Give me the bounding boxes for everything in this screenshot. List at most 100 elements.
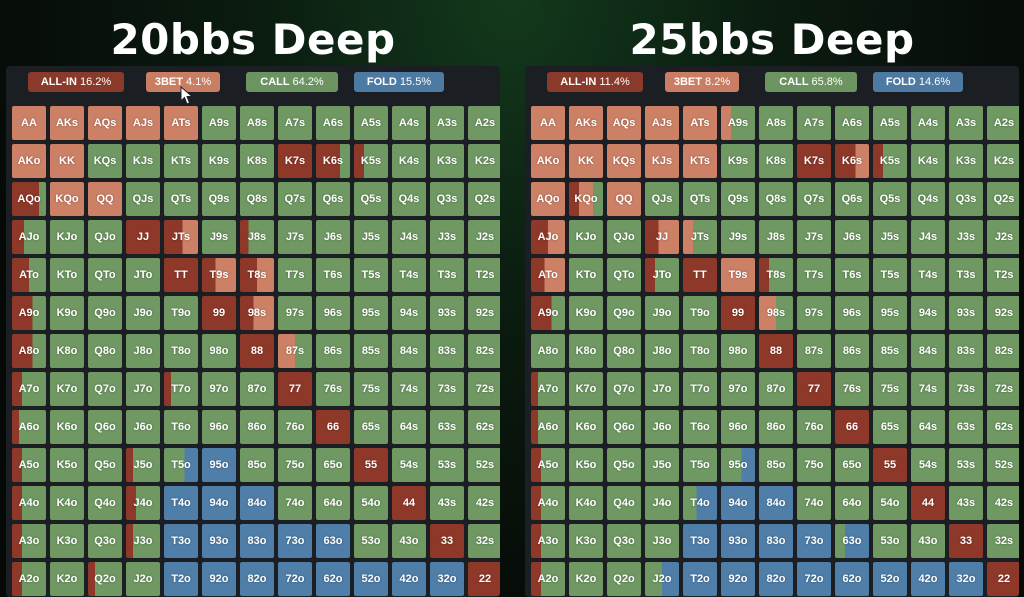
hand-cell[interactable]: T2o <box>164 562 198 596</box>
hand-cell[interactable]: T6o <box>164 410 198 444</box>
hand-cell[interactable]: A2o <box>531 562 565 596</box>
hand-cell[interactable]: T6s <box>316 258 350 292</box>
hand-cell[interactable]: 87s <box>797 334 831 368</box>
hand-cell[interactable]: K8s <box>240 144 274 178</box>
hand-cell[interactable]: T7o <box>164 372 198 406</box>
hand-cell[interactable]: 97o <box>202 372 236 406</box>
hand-cell[interactable]: KTs <box>164 144 198 178</box>
hand-cell[interactable]: 62s <box>987 410 1019 444</box>
hand-cell[interactable]: 84o <box>240 486 274 520</box>
hand-cell[interactable]: J2o <box>126 562 160 596</box>
hand-cell[interactable]: 66 <box>835 410 869 444</box>
hand-cell[interactable]: 72s <box>468 372 500 406</box>
hand-cell[interactable]: Q3s <box>949 182 983 216</box>
hand-cell[interactable]: A5s <box>354 106 388 140</box>
hand-cell[interactable]: 85s <box>873 334 907 368</box>
hand-cell[interactable]: T5o <box>164 448 198 482</box>
hand-cell[interactable]: A8o <box>531 334 565 368</box>
hand-cell[interactable]: T8s <box>240 258 274 292</box>
hand-cell[interactable]: 62o <box>835 562 869 596</box>
hand-cell[interactable]: J4s <box>911 220 945 254</box>
hand-cell[interactable]: ATs <box>164 106 198 140</box>
hand-cell[interactable]: 73o <box>797 524 831 558</box>
hand-cell[interactable]: 44 <box>392 486 426 520</box>
hand-cell[interactable]: Q5s <box>354 182 388 216</box>
hand-cell[interactable]: 85s <box>354 334 388 368</box>
hand-cell[interactable]: K3o <box>50 524 84 558</box>
hand-cell[interactable]: 73s <box>430 372 464 406</box>
hand-cell[interactable]: K5o <box>569 448 603 482</box>
hand-cell[interactable]: 22 <box>468 562 500 596</box>
hand-cell[interactable]: 96o <box>721 410 755 444</box>
hand-cell[interactable]: Q4o <box>88 486 122 520</box>
hand-cell[interactable]: 43o <box>911 524 945 558</box>
hand-cell[interactable]: K2o <box>569 562 603 596</box>
legend-fold-badge[interactable]: FOLD 15.5% <box>354 72 444 92</box>
hand-cell[interactable]: T3o <box>683 524 717 558</box>
hand-cell[interactable]: 42s <box>987 486 1019 520</box>
hand-cell[interactable]: 82o <box>759 562 793 596</box>
hand-cell[interactable]: 32o <box>430 562 464 596</box>
hand-cell[interactable]: J6o <box>645 410 679 444</box>
hand-cell[interactable]: Q6o <box>607 410 641 444</box>
hand-cell[interactable]: K9o <box>50 296 84 330</box>
hand-cell[interactable]: 99 <box>721 296 755 330</box>
hand-cell[interactable]: 65o <box>835 448 869 482</box>
hand-cell[interactable]: A8s <box>759 106 793 140</box>
hand-cell[interactable]: JTo <box>126 258 160 292</box>
hand-cell[interactable]: J9s <box>721 220 755 254</box>
hand-cell[interactable]: 54s <box>911 448 945 482</box>
hand-cell[interactable]: 83s <box>430 334 464 368</box>
hand-cell[interactable]: 86o <box>759 410 793 444</box>
hand-cell[interactable]: Q8s <box>240 182 274 216</box>
hand-cell[interactable]: A9s <box>202 106 236 140</box>
hand-cell[interactable]: J6s <box>835 220 869 254</box>
hand-cell[interactable]: A3o <box>531 524 565 558</box>
hand-cell[interactable]: 64o <box>835 486 869 520</box>
hand-cell[interactable]: Q7s <box>797 182 831 216</box>
hand-cell[interactable]: 54o <box>873 486 907 520</box>
hand-cell[interactable]: A6s <box>316 106 350 140</box>
hand-cell[interactable]: 96s <box>835 296 869 330</box>
hand-cell[interactable]: A4s <box>392 106 426 140</box>
hand-cell[interactable]: K4s <box>911 144 945 178</box>
hand-cell[interactable]: J9s <box>202 220 236 254</box>
hand-cell[interactable]: K6s <box>835 144 869 178</box>
hand-cell[interactable]: 75s <box>873 372 907 406</box>
hand-cell[interactable]: 66 <box>316 410 350 444</box>
hand-cell[interactable]: 73s <box>949 372 983 406</box>
hand-cell[interactable]: J5s <box>873 220 907 254</box>
hand-cell[interactable]: AKs <box>569 106 603 140</box>
hand-cell[interactable]: 87s <box>278 334 312 368</box>
hand-cell[interactable]: K9s <box>721 144 755 178</box>
hand-cell[interactable]: KK <box>569 144 603 178</box>
hand-cell[interactable]: 98s <box>240 296 274 330</box>
hand-cell[interactable]: JJ <box>126 220 160 254</box>
hand-cell[interactable]: A6o <box>531 410 565 444</box>
hand-cell[interactable]: T2s <box>468 258 500 292</box>
hand-cell[interactable]: J6s <box>316 220 350 254</box>
hand-cell[interactable]: A8s <box>240 106 274 140</box>
hand-cell[interactable]: 72s <box>987 372 1019 406</box>
hand-cell[interactable]: J8o <box>126 334 160 368</box>
hand-cell[interactable]: J4o <box>126 486 160 520</box>
hand-cell[interactable]: 77 <box>797 372 831 406</box>
hand-cell[interactable]: KJs <box>645 144 679 178</box>
hand-cell[interactable]: K4o <box>50 486 84 520</box>
hand-cell[interactable]: 32o <box>949 562 983 596</box>
hand-cell[interactable]: T9o <box>683 296 717 330</box>
hand-cell[interactable]: K4o <box>569 486 603 520</box>
hand-cell[interactable]: Q5o <box>607 448 641 482</box>
hand-cell[interactable]: JJ <box>645 220 679 254</box>
hand-cell[interactable]: J7o <box>645 372 679 406</box>
hand-cell[interactable]: 63o <box>316 524 350 558</box>
hand-cell[interactable]: J8s <box>759 220 793 254</box>
hand-cell[interactable]: 65s <box>354 410 388 444</box>
hand-cell[interactable]: KTs <box>683 144 717 178</box>
hand-cell[interactable]: 55 <box>354 448 388 482</box>
hand-cell[interactable]: K8o <box>50 334 84 368</box>
hand-cell[interactable]: 44 <box>911 486 945 520</box>
legend-3bet-badge[interactable]: 3BET 8.2% <box>665 72 739 92</box>
hand-cell[interactable]: Q3o <box>88 524 122 558</box>
hand-cell[interactable]: 88 <box>240 334 274 368</box>
